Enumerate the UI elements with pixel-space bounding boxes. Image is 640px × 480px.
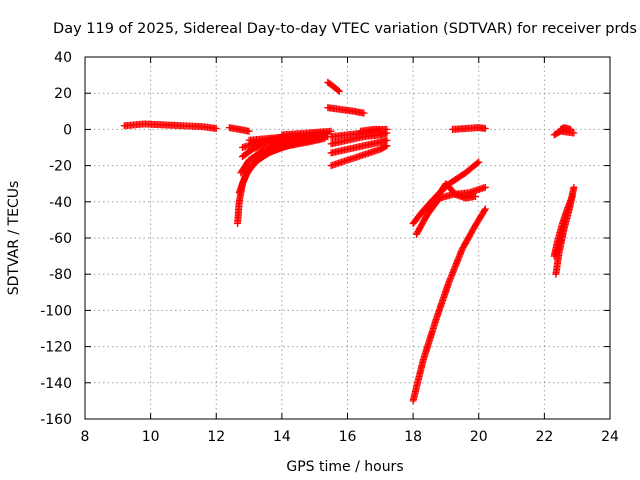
- grid-lines: [85, 57, 610, 419]
- series-arc-t: [409, 205, 489, 405]
- data-points: [120, 78, 578, 405]
- data-point: [383, 125, 391, 133]
- data-point: [245, 127, 253, 135]
- data-point: [567, 125, 575, 133]
- x-tick-label: 10: [142, 429, 160, 445]
- y-tick-label: 40: [54, 50, 72, 66]
- data-point: [481, 183, 489, 191]
- data-point: [383, 136, 391, 144]
- data-point: [334, 86, 342, 94]
- series-arc-u: [449, 124, 489, 133]
- x-tick-label: 12: [207, 429, 225, 445]
- series-arc-n: [327, 136, 391, 157]
- x-axis-label: GPS time / hours: [286, 459, 403, 475]
- series-arc-m: [327, 142, 391, 170]
- data-point: [481, 205, 489, 213]
- data-point: [212, 125, 220, 132]
- chart-title: Day 119 of 2025, Sidereal Day-to-day VTE…: [53, 21, 637, 37]
- y-tick-label: -140: [40, 376, 72, 392]
- y-tick-label: -60: [49, 231, 72, 247]
- y-tick-label: 20: [54, 86, 72, 102]
- data-point: [570, 183, 578, 191]
- x-tick-label: 14: [273, 429, 291, 445]
- data-point: [475, 158, 483, 166]
- data-point: [335, 87, 343, 95]
- series-arc-s: [422, 180, 479, 220]
- series-arc-a: [120, 120, 220, 132]
- y-tick-label: -120: [40, 340, 72, 356]
- series-arc-o: [327, 129, 391, 148]
- y-tick-label: -160: [40, 412, 72, 428]
- y-tick-label: -20: [49, 159, 72, 175]
- y-axis-label: SDTVAR / TECUs: [6, 181, 22, 296]
- data-point: [474, 159, 482, 167]
- y-tick-label: -100: [40, 303, 72, 319]
- axis-ticks: 8 10 12 14 16 18 20 22 24 -160 -140 -120 -100 -80 -60 -…: [40, 50, 619, 445]
- series-arc-y: [552, 183, 578, 278]
- data-point: [481, 125, 489, 132]
- x-tick-label: 8: [81, 429, 90, 445]
- series-arc-p: [357, 125, 391, 135]
- data-point: [570, 129, 578, 137]
- data-point: [480, 206, 488, 214]
- series-arc-b: [225, 124, 253, 135]
- series-arc-k: [324, 104, 368, 117]
- x-tick-label: 18: [404, 429, 422, 445]
- series-arc-j: [324, 78, 343, 95]
- series-arc-w: [557, 124, 575, 133]
- x-tick-label: 24: [601, 429, 619, 445]
- y-tick-label: -80: [49, 267, 72, 283]
- x-tick-label: 20: [470, 429, 488, 445]
- y-tick-label: 0: [63, 122, 72, 138]
- series-arc-i: [278, 127, 335, 139]
- data-point: [360, 109, 368, 117]
- y-tick-label: -40: [49, 195, 72, 211]
- x-tick-label: 22: [535, 429, 553, 445]
- x-tick-label: 16: [339, 429, 357, 445]
- data-point: [471, 192, 479, 200]
